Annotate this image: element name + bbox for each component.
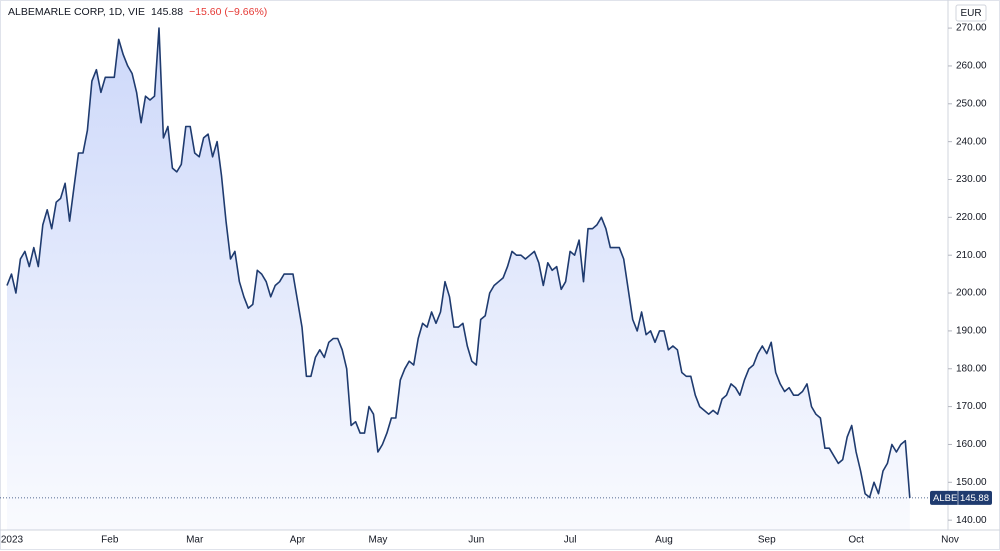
x-tick-label: Apr	[290, 535, 306, 546]
x-tick-label: 2023	[1, 535, 24, 546]
currency: EUR	[960, 8, 981, 19]
symbol-title: ALBEMARLE CORP, 1D, VIE	[8, 6, 145, 18]
y-tick-label: 190.00	[956, 326, 987, 337]
x-tick-label: Aug	[655, 535, 673, 546]
x-tick-label: Nov	[941, 535, 959, 546]
price-line	[6, 27, 911, 499]
y-tick-label: 240.00	[956, 136, 987, 147]
y-tick-label: 160.00	[956, 439, 987, 450]
x-tick-label: May	[368, 535, 387, 546]
x-tick-label: Jun	[468, 535, 484, 546]
x-tick-label: Jul	[564, 535, 577, 546]
y-tick-label: 220.00	[956, 212, 987, 223]
y-tick-label: 150.00	[956, 477, 987, 488]
currency-box	[955, 4, 987, 22]
y-tick-label: 210.00	[956, 250, 987, 261]
y-tick-label: 270.00	[956, 23, 987, 34]
last-price: 145.88	[150, 6, 184, 18]
y-tick-label: 140.00	[956, 515, 987, 526]
price-tag-name: ALBE	[933, 493, 957, 504]
y-tick-label: 230.00	[956, 174, 987, 185]
price-tag-value: 145.88	[960, 493, 989, 504]
x-tick-label: Sep	[758, 535, 776, 546]
price-change: −15.60 (−9.66%)	[189, 6, 268, 18]
y-tick-label: 170.00	[956, 401, 987, 412]
x-tick-label: Mar	[186, 535, 204, 546]
header: ALBEMARLE CORP, 1D, VIE 145.88 −15.60 (−…	[8, 6, 267, 18]
y-tick-label: 250.00	[956, 98, 987, 109]
y-tick-label: 200.00	[956, 288, 987, 299]
x-tick-label: Feb	[101, 535, 119, 546]
y-tick-label: 260.00	[956, 61, 987, 72]
x-tick-label: Oct	[848, 535, 864, 546]
price-tag	[930, 490, 992, 505]
area-fill	[7, 28, 910, 530]
y-tick-label: 180.00	[956, 363, 987, 374]
